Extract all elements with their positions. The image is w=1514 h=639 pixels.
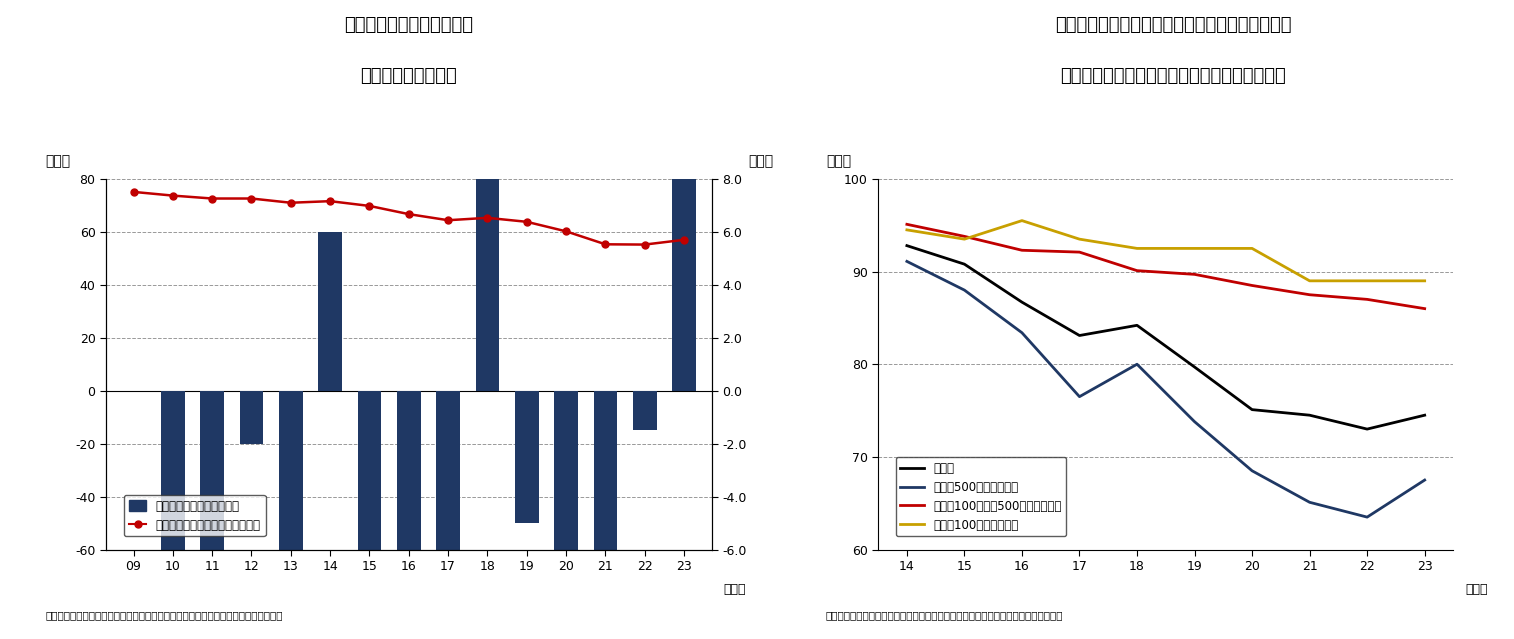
- 従業員100名以下の企業: [1358, 277, 1376, 284]
- Text: う企業のうち配偶者手当を支給する企業の割合: う企業のうち配偶者手当を支給する企業の割合: [1060, 67, 1287, 85]
- Bar: [397, 390, 421, 639]
- Line: 従業員500名以上の企業: 従業員500名以上の企業: [907, 261, 1425, 517]
- Text: （年）: （年）: [724, 583, 746, 596]
- 規模計: [1070, 332, 1089, 339]
- Bar: [633, 390, 657, 431]
- 従業員100名以上500名以下の企業: [1416, 305, 1434, 312]
- Line: 規模計: 規模計: [907, 245, 1425, 429]
- 規模計: [1301, 412, 1319, 419]
- 従業員100名以上500名以下の企業: [1243, 282, 1261, 289]
- Text: （資料）　人事院「職種別民間給与実態調査の結果」を基にニッセイ基礎研究所作成: （資料） 人事院「職種別民間給与実態調査の結果」を基にニッセイ基礎研究所作成: [45, 610, 283, 620]
- 従業員500名以上の企業: [1243, 467, 1261, 475]
- Legend: 前年からの変動幅（右軸）, 配偶者手当を支給する企業の割合: 前年からの変動幅（右軸）, 配偶者手当を支給する企業の割合: [124, 495, 265, 536]
- 規模計: [955, 260, 974, 268]
- 従業員100名以下の企業: [1070, 235, 1089, 243]
- 従業員500名以上の企業: [1013, 329, 1031, 337]
- 従業員500名以上の企業: [1185, 418, 1204, 426]
- 従業員500名以上の企業: [1301, 498, 1319, 506]
- 従業員100名以上500名以下の企業: [1128, 267, 1146, 275]
- 規模計: [1013, 298, 1031, 306]
- Bar: [160, 390, 185, 639]
- Bar: [200, 390, 224, 639]
- 従業員100名以下の企業: [955, 235, 974, 243]
- 従業員100名以上500名以下の企業: [1185, 270, 1204, 278]
- 従業員100名以下の企業: [1243, 245, 1261, 252]
- 従業員100名以下の企業: [1301, 277, 1319, 284]
- 従業員500名以上の企業: [898, 258, 916, 265]
- 規模計: [1243, 406, 1261, 413]
- Text: （資料）　人事院「職種別民間給与実態調査の結果」を基にニッセイ基礎研究所作成: （資料） 人事院「職種別民間給与実態調査の結果」を基にニッセイ基礎研究所作成: [825, 610, 1063, 620]
- Bar: [475, 100, 500, 390]
- 従業員100名以下の企業: [1416, 277, 1434, 284]
- Text: （％）: （％）: [827, 154, 851, 168]
- Text: （年）: （年）: [1466, 583, 1487, 596]
- Line: 従業員100名以下の企業: 従業員100名以下の企業: [907, 220, 1425, 281]
- 従業員100名以上500名以下の企業: [898, 220, 916, 228]
- Bar: [279, 390, 303, 639]
- 従業員500名以上の企業: [1070, 393, 1089, 401]
- Bar: [357, 390, 382, 639]
- Bar: [554, 390, 578, 639]
- 従業員100名以上500名以下の企業: [1358, 295, 1376, 303]
- 規模計: [1185, 363, 1204, 371]
- Bar: [593, 390, 618, 639]
- Text: （％）: （％）: [748, 154, 774, 168]
- Bar: [239, 390, 263, 443]
- Bar: [515, 390, 539, 523]
- 従業員500名以上の企業: [1358, 513, 1376, 521]
- 従業員100名以上500名以下の企業: [955, 233, 974, 240]
- 従業員100名以下の企業: [1128, 245, 1146, 252]
- 従業員100名以上500名以下の企業: [1013, 247, 1031, 254]
- 規模計: [898, 242, 916, 249]
- Text: 支給する企業の割合: 支給する企業の割合: [360, 67, 457, 85]
- 従業員500名以上の企業: [1128, 360, 1146, 368]
- 規模計: [1358, 426, 1376, 433]
- 従業員100名以上500名以下の企業: [1070, 249, 1089, 256]
- 従業員100名以下の企業: [898, 226, 916, 234]
- Text: （％）: （％）: [45, 154, 71, 168]
- Bar: [436, 390, 460, 639]
- Bar: [318, 232, 342, 390]
- 従業員100名以下の企業: [1185, 245, 1204, 252]
- 従業員100名以下の企業: [1013, 217, 1031, 224]
- 従業員100名以上500名以下の企業: [1301, 291, 1319, 298]
- Legend: 規模計, 従業員500名以上の企業, 従業員100名以上500名以下の企業, 従業員100名以下の企業: 規模計, 従業員500名以上の企業, 従業員100名以上500名以下の企業, 従…: [895, 457, 1066, 536]
- Bar: [672, 100, 696, 390]
- 従業員500名以上の企業: [1416, 476, 1434, 484]
- Text: （図表２）　子どもを含む扶養家族への手当を行: （図表２） 子どもを含む扶養家族への手当を行: [1055, 16, 1291, 34]
- 規模計: [1128, 321, 1146, 329]
- 従業員500名以上の企業: [955, 286, 974, 294]
- 規模計: [1416, 412, 1434, 419]
- Text: （図表１）　配偶者手当を: （図表１） 配偶者手当を: [344, 16, 474, 34]
- Line: 従業員100名以上500名以下の企業: 従業員100名以上500名以下の企業: [907, 224, 1425, 309]
